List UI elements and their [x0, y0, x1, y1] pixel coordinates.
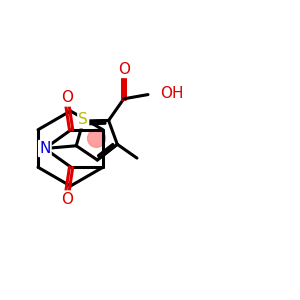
- Text: O: O: [61, 90, 73, 105]
- Circle shape: [88, 129, 106, 147]
- Text: OH: OH: [160, 86, 184, 101]
- Text: N: N: [39, 141, 50, 156]
- Text: O: O: [118, 62, 130, 77]
- Text: O: O: [61, 192, 73, 207]
- Text: S: S: [78, 112, 88, 127]
